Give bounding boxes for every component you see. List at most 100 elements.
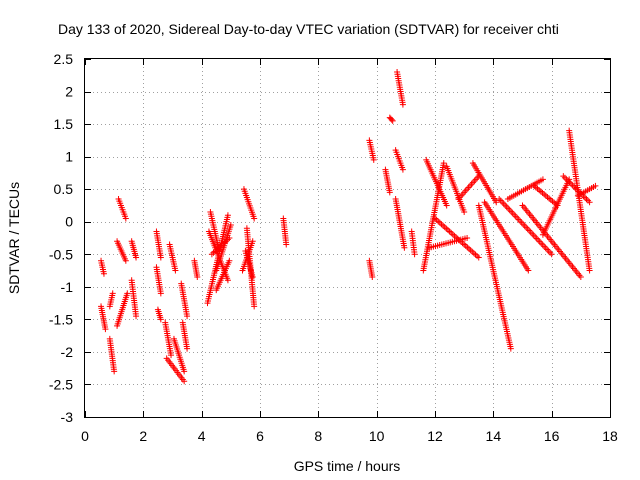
x-tick-label: 6 [256, 428, 264, 444]
x-tick-label: 4 [198, 428, 206, 444]
data-point [511, 211, 518, 218]
data-point [560, 173, 567, 180]
y-tick-label: 1 [65, 149, 73, 165]
data-point [577, 274, 584, 281]
data-point [464, 235, 471, 241]
data-point [102, 326, 109, 333]
data-point [388, 116, 395, 123]
y-tick-label: 0 [65, 214, 73, 230]
y-tick-label: 0.5 [54, 181, 74, 197]
data-point [523, 224, 530, 231]
data-point [184, 313, 191, 320]
y-axis-title: SDTVAR / TECUs [6, 182, 22, 294]
data-point [157, 316, 164, 323]
data-point [181, 378, 188, 385]
data-point [399, 166, 406, 173]
data-point [530, 232, 537, 239]
data-point [401, 244, 408, 251]
data-point [517, 218, 524, 225]
data-point [536, 238, 543, 245]
data-points [98, 69, 599, 385]
data-point [168, 352, 175, 359]
data-point [500, 200, 507, 207]
data-point [216, 248, 223, 255]
x-tick-label: 18 [602, 428, 618, 444]
data-point [181, 368, 188, 375]
y-tick-label: -1 [61, 279, 74, 295]
data-point [541, 243, 548, 250]
data-point [184, 345, 191, 352]
data-point [525, 267, 532, 274]
data-point [370, 156, 377, 163]
data-point [545, 248, 552, 255]
data-point [539, 176, 546, 183]
y-tick-label: -1.5 [49, 311, 73, 327]
data-point [440, 160, 447, 167]
data-point [411, 251, 418, 258]
data-point [157, 254, 164, 261]
data-point [493, 199, 500, 206]
data-point [499, 199, 506, 206]
data-point [592, 182, 599, 189]
data-point [585, 197, 592, 204]
y-tick-label: -2.5 [49, 376, 73, 392]
data-point [461, 208, 468, 215]
data-point [586, 199, 593, 206]
data-point [224, 277, 231, 284]
data-point [583, 196, 590, 203]
data-point [509, 210, 516, 217]
data-point [224, 212, 231, 219]
data-point [133, 254, 140, 261]
data-point [133, 313, 140, 320]
x-axis-title: GPS time / hours [294, 458, 401, 474]
data-point [111, 368, 118, 375]
data-point [100, 270, 107, 277]
data-point [539, 241, 546, 248]
data-point [109, 290, 116, 297]
data-point [227, 221, 234, 228]
x-tick-label: 14 [486, 428, 502, 444]
data-point [389, 117, 396, 124]
data-point [506, 207, 513, 214]
data-point [505, 205, 512, 212]
x-tick-label: 8 [314, 428, 322, 444]
data-point [533, 235, 540, 242]
data-point [507, 345, 514, 352]
data-point [548, 251, 555, 258]
data-point [386, 189, 393, 196]
data-point [515, 216, 522, 223]
y-tick-label: 1.5 [54, 116, 74, 132]
data-point [524, 225, 531, 232]
y-tick-label: -2 [61, 344, 74, 360]
y-tick-label: -3 [61, 409, 74, 425]
data-point [369, 274, 376, 281]
data-point [475, 254, 482, 261]
data-point [122, 257, 129, 264]
x-tick-label: 16 [544, 428, 560, 444]
grid [85, 59, 610, 417]
data-point [535, 237, 542, 244]
data-point [251, 215, 258, 222]
data-point [538, 240, 545, 247]
x-tick-label: 2 [139, 428, 147, 444]
data-point [502, 202, 509, 209]
y-tick-label: -0.5 [49, 246, 73, 262]
data-point [226, 257, 233, 264]
data-point [399, 101, 406, 108]
data-point [581, 194, 588, 201]
data-point [532, 233, 539, 240]
data-point [514, 214, 521, 221]
data-point [249, 274, 256, 281]
x-tick-label: 0 [81, 428, 89, 444]
data-point [124, 290, 131, 297]
data-point [526, 227, 533, 234]
data-point [586, 267, 593, 274]
data-point [508, 208, 515, 215]
y-tick-label: 2 [65, 84, 73, 100]
data-point [529, 230, 536, 237]
y-tick-label: 2.5 [54, 51, 74, 67]
data-point [503, 203, 510, 210]
data-point [157, 290, 164, 297]
data-point [251, 303, 258, 310]
